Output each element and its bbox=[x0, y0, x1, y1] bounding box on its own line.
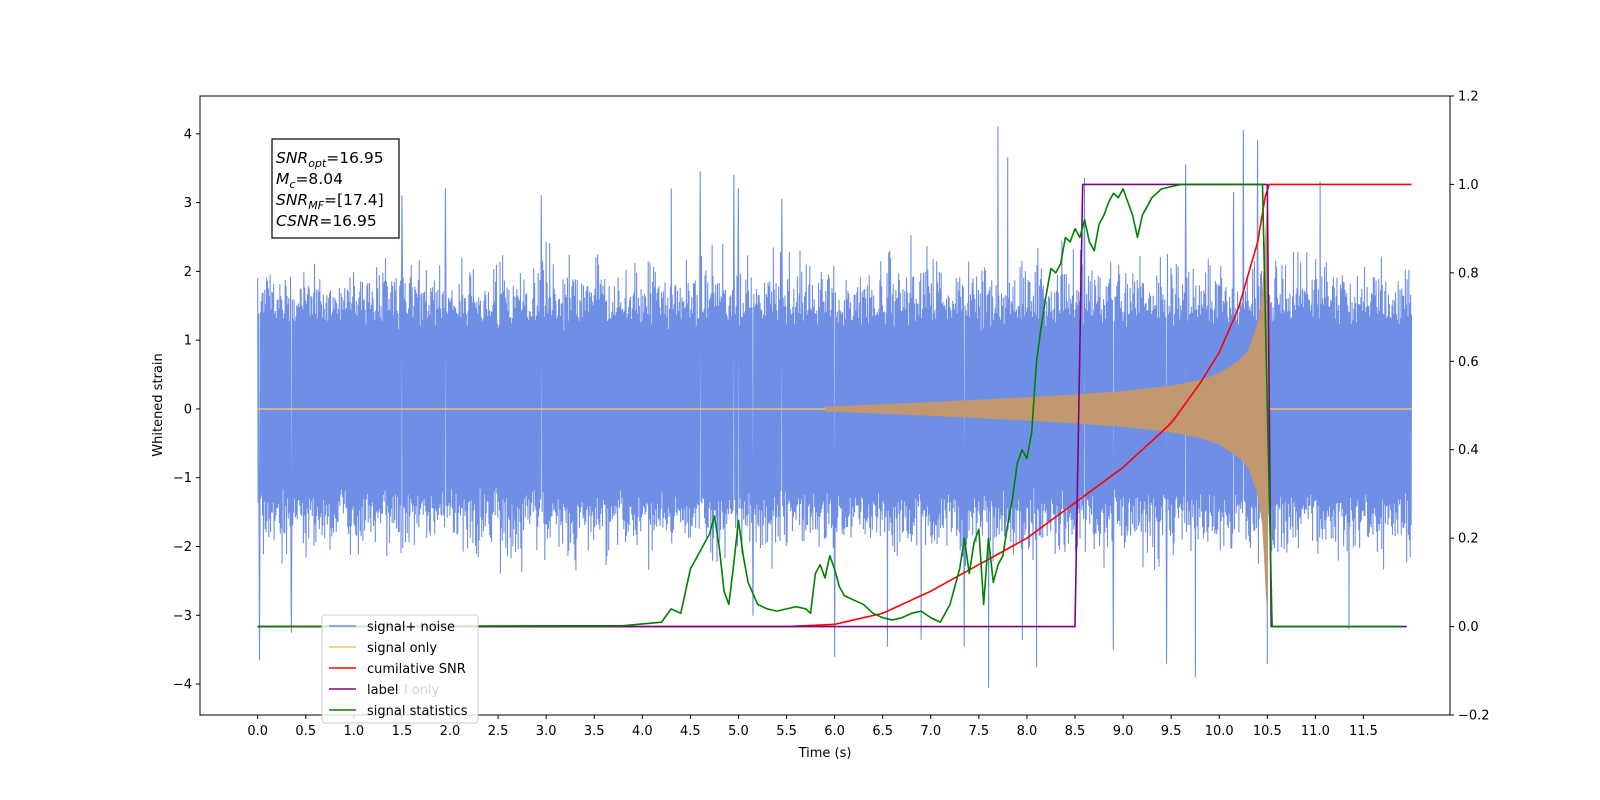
y-right-tick-label: 1.2 bbox=[1458, 90, 1479, 105]
y-left-tick-label: −2 bbox=[173, 540, 192, 555]
y-right-tick-label: 0.2 bbox=[1458, 532, 1479, 547]
x-tick-label: 0.0 bbox=[247, 724, 268, 739]
x-tick-label: 6.5 bbox=[872, 724, 893, 739]
x-tick-label: 7.5 bbox=[969, 724, 990, 739]
plot-area bbox=[257, 126, 1413, 689]
x-tick-label: 4.5 bbox=[680, 724, 701, 739]
x-tick-label: 9.5 bbox=[1161, 724, 1182, 739]
y-right-tick-label: 0.4 bbox=[1458, 443, 1479, 458]
legend-label-signal-statistics: signal statistics bbox=[367, 704, 468, 719]
y-axis-right: −0.2 0.0 0.2 0.4 0.6 0.8 1.0 1.2 bbox=[1450, 90, 1490, 724]
annotation-line: Mc=8.04 bbox=[276, 170, 343, 191]
series-signal-only bbox=[257, 200, 1412, 618]
x-tick-label: 5.5 bbox=[776, 724, 797, 739]
x-tick-label: 2.0 bbox=[440, 724, 461, 739]
legend: signal+ noise signal only cumilative SNR la… bbox=[321, 614, 479, 724]
annotation-line: SNRopt=16.95 bbox=[276, 149, 384, 170]
legend-label-signal-plus-noise: signal+ noise bbox=[367, 620, 455, 635]
x-tick-label: 1.5 bbox=[392, 724, 413, 739]
y-left-tick-label: −1 bbox=[173, 471, 192, 486]
x-tick-label: 11.0 bbox=[1301, 724, 1330, 739]
y-left-tick-label: 4 bbox=[184, 127, 192, 142]
legend-hidden-fragment: l only bbox=[404, 683, 440, 698]
series-band-signal-only bbox=[825, 200, 1270, 618]
annotation-box: SNRopt=16.95Mc=8.04SNRMF=[17.4]CSNR=16.9… bbox=[271, 138, 400, 239]
x-tick-label: 8.0 bbox=[1017, 724, 1038, 739]
x-tick-label: 1.0 bbox=[344, 724, 365, 739]
x-tick-label: 0.5 bbox=[295, 724, 316, 739]
x-tick-label: 6.0 bbox=[824, 724, 845, 739]
y-right-tick-label: 0.6 bbox=[1458, 355, 1479, 370]
annotation-line: SNRMF=[17.4] bbox=[276, 191, 384, 212]
y-left-tick-label: −4 bbox=[173, 678, 192, 693]
series-line-signal-statistics bbox=[257, 183, 1402, 628]
x-tick-label: 3.5 bbox=[584, 724, 605, 739]
legend-label-signal-only: signal only bbox=[367, 641, 437, 656]
y-left-tick-label: 1 bbox=[184, 334, 192, 349]
y-axis-left: −4 −3 −2 −1 0 1 2 3 4 bbox=[173, 127, 200, 693]
x-axis: 0.0 0.5 1.0 1.5 2.0 2.5 3.0 3.5 4.0 4.5 5.0 5.5 6.0 6… bbox=[247, 715, 1378, 739]
x-axis-label: Time (s) bbox=[798, 746, 852, 761]
y-right-tick-label: −0.2 bbox=[1458, 709, 1490, 724]
y-right-tick-label: 0.0 bbox=[1458, 620, 1479, 635]
x-tick-label: 2.5 bbox=[488, 724, 509, 739]
legend-label-cumilative-snr: cumilative SNR bbox=[367, 662, 466, 677]
y-left-tick-label: 2 bbox=[184, 265, 192, 280]
legend-label-label: label bbox=[367, 683, 398, 698]
y-left-tick-label: 3 bbox=[184, 196, 192, 211]
x-tick-label: 3.0 bbox=[536, 724, 557, 739]
x-tick-label: 9.0 bbox=[1113, 724, 1134, 739]
y-left-tick-label: 0 bbox=[184, 402, 192, 417]
x-tick-label: 10.5 bbox=[1253, 724, 1282, 739]
y-right-tick-label: 0.8 bbox=[1458, 266, 1479, 281]
x-tick-label: 11.5 bbox=[1349, 724, 1378, 739]
y-axis-left-label: Whitened strain bbox=[151, 353, 166, 456]
x-tick-label: 10.0 bbox=[1205, 724, 1234, 739]
y-left-tick-label: −3 bbox=[173, 609, 192, 624]
plot-frame bbox=[199, 95, 1451, 716]
x-tick-label: 4.0 bbox=[632, 724, 653, 739]
x-tick-label: 7.0 bbox=[920, 724, 941, 739]
annotation-line: CSNR=16.95 bbox=[276, 212, 377, 230]
x-tick-label: 8.5 bbox=[1065, 724, 1086, 739]
y-right-tick-label: 1.0 bbox=[1458, 178, 1479, 193]
x-tick-label: 5.0 bbox=[728, 724, 749, 739]
